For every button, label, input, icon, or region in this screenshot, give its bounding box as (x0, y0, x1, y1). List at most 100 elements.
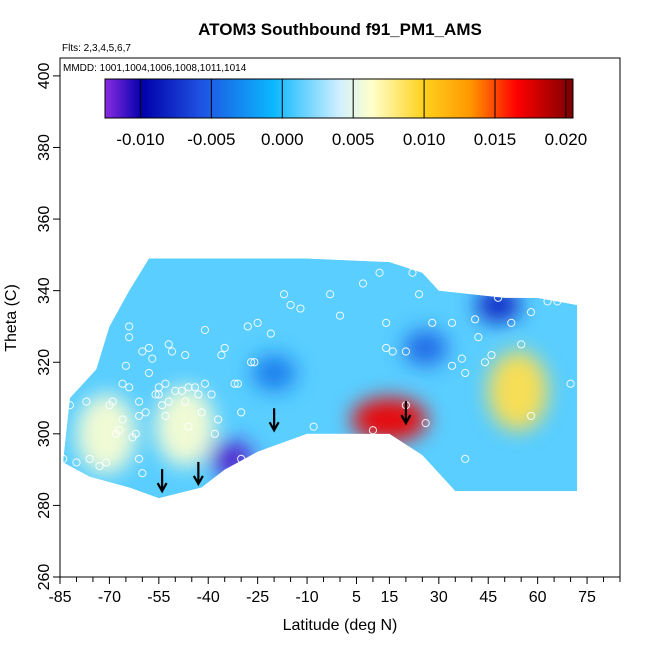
field-fill (63, 258, 578, 499)
sample-point (543, 297, 552, 306)
sample-point (144, 368, 154, 378)
y-axis: 260 280 300 320 340 360 380 400 (36, 62, 60, 590)
sample-point (82, 397, 91, 406)
sample-point (200, 325, 210, 335)
sample-point (382, 318, 391, 327)
sample-point (517, 340, 526, 349)
sample-point (326, 290, 335, 299)
sample-point (526, 411, 536, 421)
sample-point (553, 297, 562, 306)
y-tick-label: 300 (36, 420, 53, 447)
sample-point (125, 333, 134, 342)
y-tick-label: 320 (36, 349, 53, 376)
down-arrow (400, 401, 412, 426)
sample-point (118, 379, 127, 388)
sample-point (237, 454, 246, 463)
colorbar-tick-label: 0.000 (261, 130, 304, 149)
sample-point (237, 408, 246, 417)
sample-point (95, 461, 104, 471)
field-maximum (487, 350, 548, 431)
sample-point (230, 379, 239, 388)
field-minimum (252, 354, 297, 391)
sample-point (217, 350, 226, 360)
x-tick-label: 60 (529, 589, 547, 606)
x-tick-label: -85 (48, 589, 71, 606)
chart-title: ATOM3 Southbound f91_PM1_AMS (198, 20, 482, 39)
sample-point (108, 397, 117, 406)
arrow-markers (156, 401, 412, 494)
sample-point (494, 293, 503, 302)
colorbar: -0.010 -0.005 0.000 0.005 0.010 0.015 0.020 (104, 78, 588, 149)
sample-point (375, 268, 384, 277)
sample-point (148, 354, 157, 363)
sample-point (131, 429, 140, 438)
sample-point (507, 318, 516, 327)
sample-point (253, 318, 262, 327)
sample-point (115, 426, 124, 435)
field-minimum (476, 286, 521, 323)
sample-point (401, 347, 410, 356)
mmdd-note: MMDD: 1001,1004,1006,1008,1011,1014 (63, 63, 247, 74)
down-arrow (192, 461, 204, 487)
sample-point (184, 383, 193, 392)
sample-point (428, 318, 437, 327)
sample-point (461, 454, 470, 463)
sample-point (474, 333, 483, 342)
sample-point (144, 343, 154, 353)
sample-point (138, 347, 147, 356)
sample-point (118, 415, 127, 424)
sample-point (461, 368, 470, 378)
sample-point (121, 361, 130, 370)
x-tick-label: 75 (578, 589, 596, 606)
sample-point (388, 347, 397, 356)
sample-point (125, 383, 134, 392)
sample-point (246, 358, 256, 367)
sample-point (214, 415, 223, 424)
x-tick-label: -55 (147, 589, 170, 606)
sample-point (421, 418, 430, 428)
sample-point (184, 422, 193, 431)
down-arrow (268, 408, 280, 433)
colorbar-ramp (104, 78, 574, 119)
x-tick-label: -25 (246, 589, 269, 606)
field-maximum (351, 397, 428, 442)
sample-point (190, 383, 200, 392)
x-tick-label: -10 (295, 589, 318, 606)
sample-point (138, 469, 147, 478)
sample-point (158, 401, 167, 410)
sample-point (194, 390, 203, 399)
field-minimum (403, 329, 448, 366)
sample-point (164, 397, 173, 406)
sample-point (164, 340, 173, 349)
sample-point (243, 322, 252, 331)
sample-point (457, 354, 466, 363)
sample-point (181, 350, 190, 360)
colorbar-tick-label: 0.010 (403, 130, 446, 149)
sample-point (60, 454, 68, 463)
sample-point (102, 458, 111, 467)
sample-point (447, 361, 457, 370)
down-arrow (156, 469, 168, 494)
sample-point (526, 308, 536, 317)
colorbar-tick-label: 0.015 (474, 130, 517, 149)
colorbar-tick-label: 0.020 (545, 130, 588, 149)
sample-point (566, 379, 575, 388)
sample-point (200, 379, 210, 388)
sample-point (65, 401, 74, 410)
sample-point (296, 304, 305, 313)
sample-point (447, 318, 457, 327)
flights-note: Flts: 2,3,4,5,6,7 (62, 43, 131, 54)
sample-point (233, 379, 242, 388)
sample-point (125, 322, 134, 331)
sample-point (167, 347, 177, 356)
sample-point (414, 290, 424, 299)
sample-point (279, 290, 289, 299)
field-layer (63, 258, 578, 499)
x-tick-label: 5 (352, 589, 361, 606)
sample-point (134, 397, 144, 406)
field-maximum (76, 393, 137, 474)
sample-point (181, 397, 190, 406)
x-tick-label: 15 (381, 589, 399, 606)
sample-point (470, 315, 480, 324)
